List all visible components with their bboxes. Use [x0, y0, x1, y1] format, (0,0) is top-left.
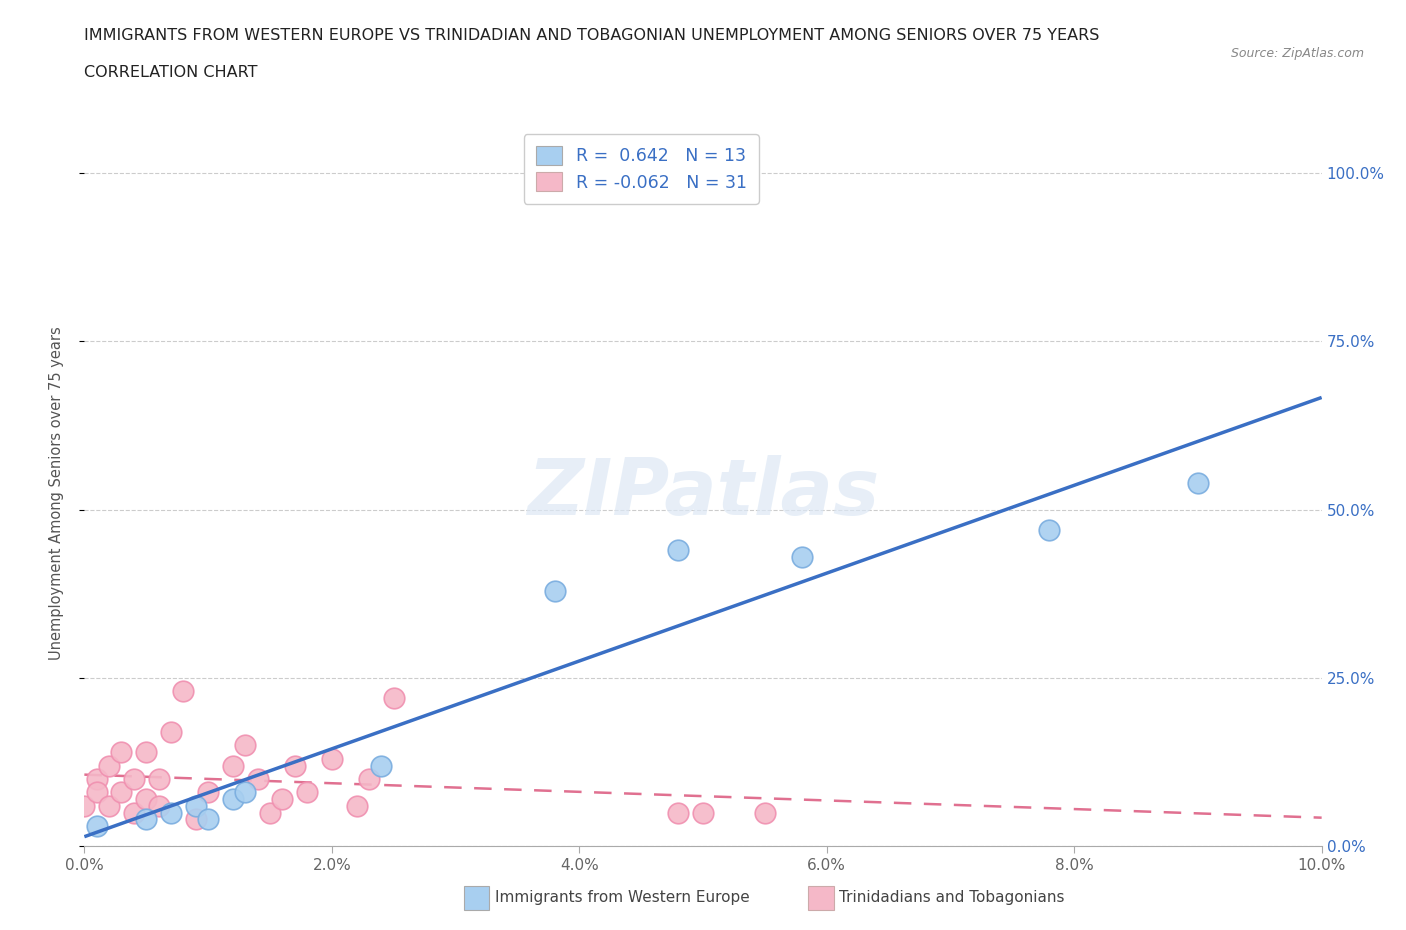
- Point: [246, 772, 269, 787]
- Point: [122, 772, 145, 787]
- Point: [110, 785, 132, 800]
- Point: [148, 772, 170, 787]
- Point: [172, 684, 194, 699]
- Point: [382, 691, 405, 706]
- Point: [271, 791, 294, 806]
- Point: [86, 785, 108, 800]
- Point: [222, 791, 245, 806]
- Point: [1187, 475, 1209, 490]
- Point: [321, 751, 343, 766]
- Point: [666, 805, 689, 820]
- Point: [184, 799, 207, 814]
- Point: [98, 758, 121, 773]
- Point: [98, 799, 121, 814]
- Point: [692, 805, 714, 820]
- Point: [197, 785, 219, 800]
- Point: [666, 543, 689, 558]
- Point: [86, 772, 108, 787]
- Point: [295, 785, 318, 800]
- Text: ZIPatlas: ZIPatlas: [527, 455, 879, 531]
- Point: [370, 758, 392, 773]
- Text: CORRELATION CHART: CORRELATION CHART: [84, 65, 257, 80]
- Point: [284, 758, 307, 773]
- Text: Source: ZipAtlas.com: Source: ZipAtlas.com: [1230, 46, 1364, 60]
- Text: Trinidadians and Tobagonians: Trinidadians and Tobagonians: [839, 890, 1064, 905]
- Point: [197, 812, 219, 827]
- Point: [259, 805, 281, 820]
- Point: [135, 812, 157, 827]
- Point: [754, 805, 776, 820]
- Point: [160, 805, 183, 820]
- Point: [346, 799, 368, 814]
- Point: [110, 745, 132, 760]
- Point: [160, 724, 183, 739]
- Point: [222, 758, 245, 773]
- Point: [148, 799, 170, 814]
- Point: [233, 737, 256, 752]
- Point: [86, 818, 108, 833]
- Point: [135, 791, 157, 806]
- Y-axis label: Unemployment Among Seniors over 75 years: Unemployment Among Seniors over 75 years: [49, 326, 63, 659]
- Legend: R =  0.642   N = 13, R = -0.062   N = 31: R = 0.642 N = 13, R = -0.062 N = 31: [523, 134, 759, 204]
- Point: [184, 812, 207, 827]
- Point: [122, 805, 145, 820]
- Text: Immigrants from Western Europe: Immigrants from Western Europe: [495, 890, 749, 905]
- Point: [543, 583, 565, 598]
- Point: [233, 785, 256, 800]
- Point: [1038, 523, 1060, 538]
- Point: [357, 772, 380, 787]
- Point: [73, 799, 96, 814]
- Point: [790, 550, 813, 565]
- Point: [135, 745, 157, 760]
- Text: IMMIGRANTS FROM WESTERN EUROPE VS TRINIDADIAN AND TOBAGONIAN UNEMPLOYMENT AMONG : IMMIGRANTS FROM WESTERN EUROPE VS TRINID…: [84, 28, 1099, 43]
